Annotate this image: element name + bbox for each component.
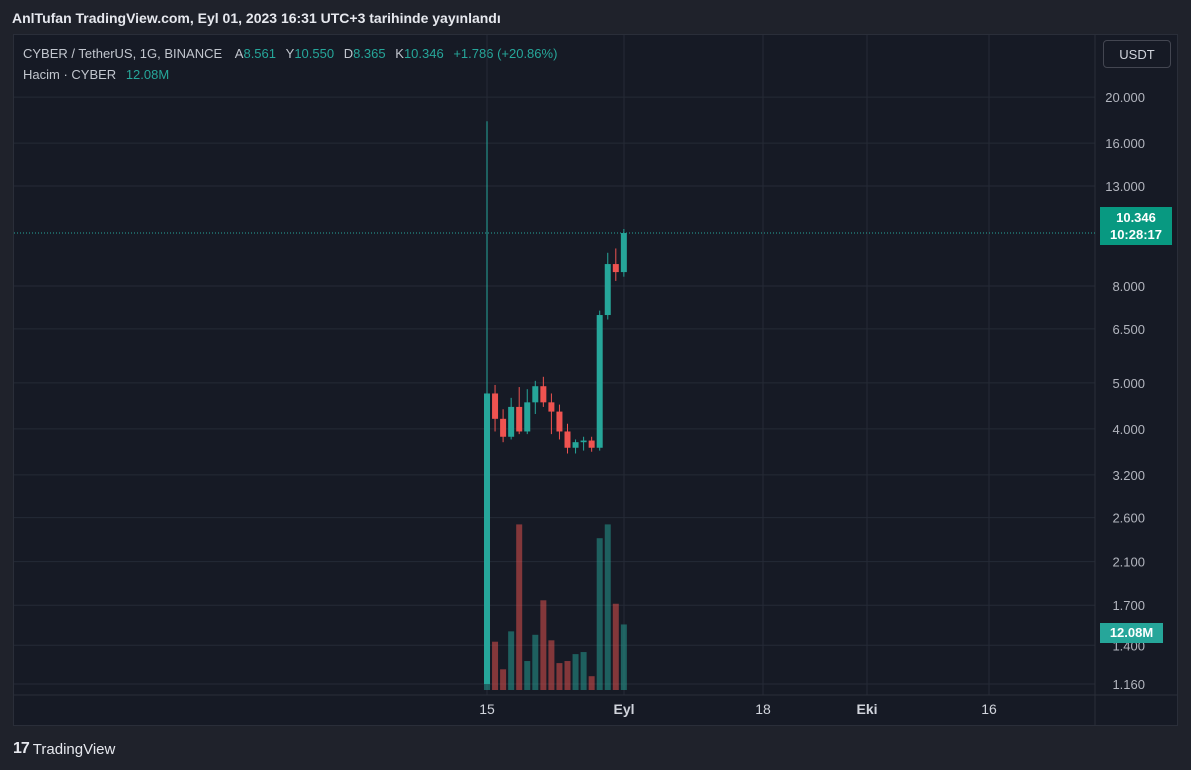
candle-body (564, 431, 571, 448)
volume-bar (580, 652, 587, 690)
candle-body (556, 411, 563, 432)
x-tick-label: Eyl (613, 701, 634, 717)
candle-body (532, 386, 539, 403)
volume-bar (556, 663, 563, 690)
candle-body (524, 402, 531, 432)
y-tick-label: 16.000 (1105, 136, 1145, 151)
candle-body (508, 406, 515, 437)
volume-label[interactable]: Hacim · CYBER (23, 67, 117, 82)
candle-body (548, 402, 555, 412)
candle-body (500, 418, 507, 437)
candle-body (540, 386, 547, 403)
volume-bar (612, 603, 619, 690)
open-value: 8.561 (243, 46, 277, 61)
candle-body (516, 406, 523, 432)
y-tick-label: 1.700 (1112, 598, 1145, 613)
open-label: A (234, 46, 244, 61)
volume-bar (500, 669, 507, 690)
candle-body (620, 233, 627, 273)
low-label: D (343, 46, 354, 61)
volume-bar (596, 538, 603, 690)
chart-panel[interactable]: CYBER / TetherUS, 1G, BINANCE A8.561 Y10… (13, 34, 1178, 726)
candle-body (604, 264, 611, 316)
volume-bar (548, 640, 555, 690)
y-tick-label: 4.000 (1112, 422, 1145, 437)
candle-body (580, 440, 587, 443)
bar-countdown: 10:28:17 (1109, 227, 1163, 242)
close-label: K (395, 46, 404, 61)
volume-bar (540, 600, 547, 690)
volume-bar (572, 654, 579, 690)
volume-value: 12.08M (125, 67, 170, 82)
y-tick-label: 2.600 (1112, 511, 1145, 526)
candle-body (572, 442, 579, 448)
volume-bar (508, 631, 515, 690)
volume-badge: 12.08M (1100, 623, 1163, 643)
y-tick-label: 13.000 (1105, 179, 1145, 194)
high-label: Y (285, 46, 295, 61)
y-tick-label: 6.500 (1112, 322, 1145, 337)
y-tick-label: 1.160 (1112, 677, 1145, 692)
y-tick-label: 20.000 (1105, 90, 1145, 105)
volume-bar (492, 641, 499, 690)
candle-body (612, 264, 619, 273)
tradingview-logo[interactable]: 17 TradingView (13, 740, 115, 758)
ohlc-legend: CYBER / TetherUS, 1G, BINANCE A8.561 Y10… (23, 46, 557, 61)
volume-bar (604, 524, 611, 690)
y-tick-label: 2.100 (1112, 555, 1145, 570)
last-price-value: 10.346 (1116, 210, 1156, 225)
tradingview-logo-icon: 17 (13, 740, 30, 757)
y-tick-label: 8.000 (1112, 279, 1145, 294)
last-price-badge: 10.346 10:28:17 (1100, 207, 1172, 245)
low-value: 8.365 (353, 46, 386, 61)
volume-bar (564, 661, 571, 690)
x-tick-label: 15 (479, 701, 495, 717)
volume-bar (620, 624, 627, 690)
symbol-label[interactable]: CYBER / TetherUS, 1G, BINANCE (23, 46, 223, 61)
currency-button[interactable]: USDT (1103, 40, 1171, 68)
x-tick-label: Eki (856, 701, 877, 717)
volume-bar (524, 661, 531, 690)
candle-body (484, 393, 490, 685)
y-tick-label: 3.200 (1112, 468, 1145, 483)
x-tick-label: 16 (981, 701, 997, 717)
candle-body (492, 393, 499, 419)
volume-bar (516, 524, 523, 690)
tradingview-brand-label: TradingView (32, 740, 116, 758)
high-value: 10.550 (294, 46, 335, 61)
y-tick-label: 5.000 (1112, 376, 1145, 391)
candle-body (588, 440, 595, 448)
volume-bar (532, 634, 539, 690)
candle-body (596, 315, 603, 448)
x-tick-label: 18 (755, 701, 771, 717)
change-value: +1.786 (+20.86%) (453, 46, 558, 61)
volume-bar (588, 676, 595, 690)
volume-legend: Hacim · CYBER 12.08M (23, 67, 169, 82)
close-value: 10.346 (403, 46, 444, 61)
publish-banner: AnlTufan TradingView.com, Eyl 01, 2023 1… (12, 10, 501, 26)
